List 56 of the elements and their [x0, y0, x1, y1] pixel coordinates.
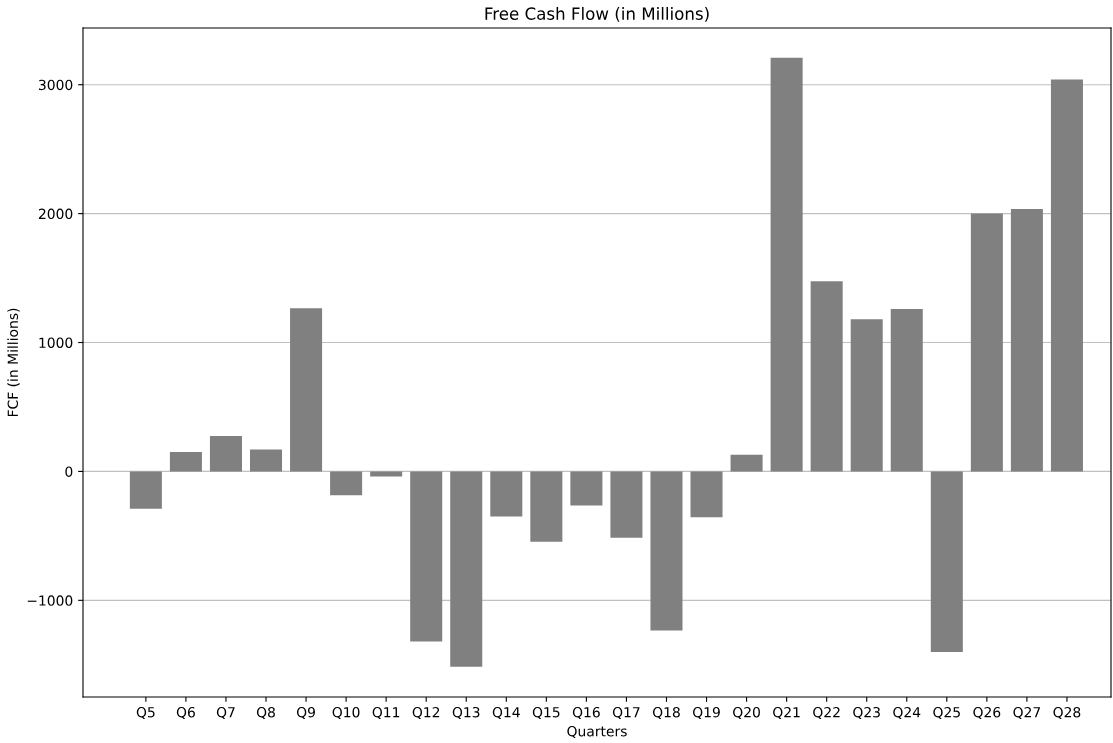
bar [810, 281, 843, 472]
x-tick-label: Q20 [733, 706, 760, 720]
bar [330, 471, 363, 496]
x-tick-label: Q22 [813, 706, 840, 720]
x-tick-label: Q12 [412, 706, 440, 720]
x-tick-label: Q8 [256, 706, 275, 720]
bar [690, 471, 723, 518]
x-tick-label: Q7 [216, 706, 235, 720]
bar [370, 471, 403, 477]
x-tick-label: Q18 [652, 706, 680, 720]
bar [890, 309, 923, 472]
bar [770, 57, 803, 472]
x-tick-label: Q24 [893, 706, 921, 720]
x-tick-label: Q17 [612, 706, 640, 720]
bar [1050, 79, 1083, 472]
x-tick-label: Q23 [853, 706, 880, 720]
bar [610, 471, 643, 538]
y-tick-label: 0 [65, 466, 73, 477]
bar [970, 213, 1003, 472]
x-tick-label: Q11 [372, 706, 400, 720]
bar [249, 449, 283, 472]
bar [450, 471, 483, 667]
chart-title: Free Cash Flow (in Millions) [485, 7, 709, 22]
x-tick-label: Q26 [973, 706, 1001, 720]
bar [1010, 209, 1043, 472]
x-tick-label: Q10 [332, 706, 360, 720]
x-tick-label: Q9 [296, 706, 315, 720]
x-tick-label: Q14 [492, 706, 520, 720]
bar [570, 471, 603, 506]
x-axis-title: Quarters [567, 725, 627, 739]
bar [209, 435, 242, 472]
bar [730, 454, 763, 472]
bar [930, 471, 963, 652]
bar [850, 319, 883, 472]
y-tick-label: −1000 [27, 595, 73, 606]
y-tick-label: 2000 [38, 208, 73, 220]
x-tick-label: Q21 [773, 706, 800, 720]
bar [290, 308, 323, 472]
x-tick-label: Q25 [933, 706, 960, 720]
bar [650, 471, 683, 631]
x-tick-label: Q13 [452, 706, 480, 720]
bar [530, 471, 563, 542]
bar [410, 471, 443, 642]
x-tick-label: Q19 [693, 706, 720, 720]
bar [129, 471, 162, 509]
y-tick-label: 3000 [38, 79, 73, 91]
x-tick-label: Q6 [176, 706, 195, 720]
x-tick-label: Q28 [1053, 706, 1081, 720]
x-tick-label: Q16 [572, 706, 600, 720]
x-tick-label: Q15 [532, 706, 560, 720]
x-tick-label: Q27 [1013, 706, 1041, 720]
y-axis-title: FCF (in Millions) [7, 308, 20, 417]
bar [169, 452, 202, 472]
bar [490, 471, 523, 517]
x-tick-label: Q5 [136, 706, 155, 720]
y-tick-label: 1000 [39, 337, 73, 348]
